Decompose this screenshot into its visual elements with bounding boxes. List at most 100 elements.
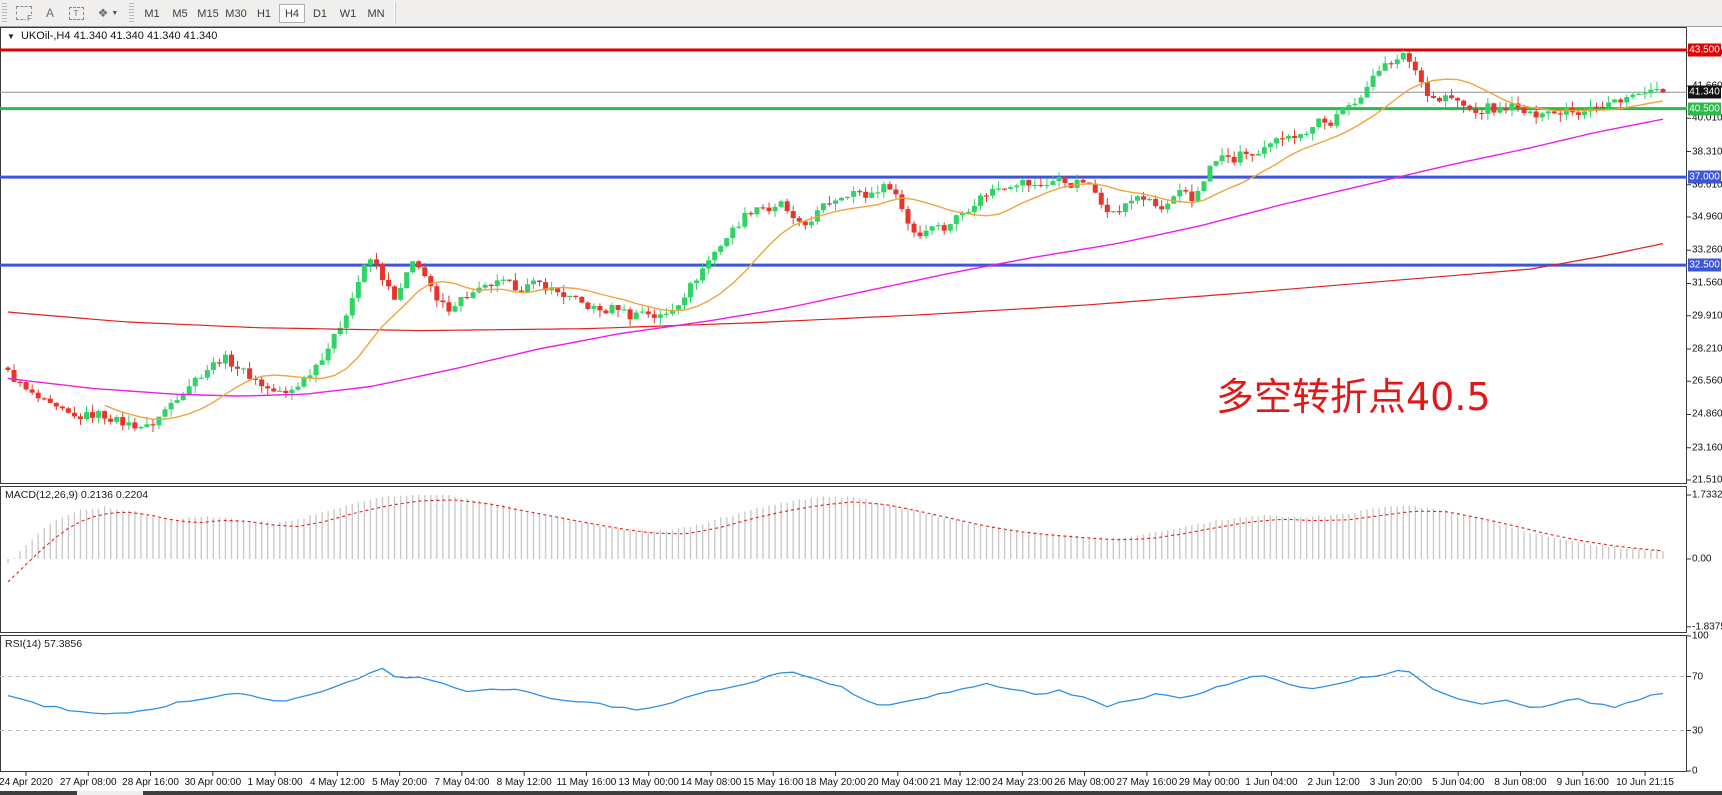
timeframe-button-h4[interactable]: H4 bbox=[279, 3, 305, 23]
price-tick-label: 38.310 bbox=[1692, 146, 1722, 157]
candle-body bbox=[1286, 135, 1292, 139]
price-tick-label: 29.910 bbox=[1692, 310, 1722, 322]
candle-body bbox=[790, 211, 796, 219]
candle-body bbox=[228, 354, 234, 367]
candle-body bbox=[875, 192, 881, 194]
price-tick-label: 34.960 bbox=[1692, 211, 1722, 223]
candle-body bbox=[1430, 95, 1436, 98]
candle-body bbox=[53, 402, 59, 407]
candle-body bbox=[126, 422, 132, 426]
candle-body bbox=[1551, 111, 1557, 114]
candle-body bbox=[754, 207, 760, 215]
macd-tick-label: 0.00 bbox=[1692, 553, 1712, 565]
candle-body bbox=[1400, 53, 1406, 60]
candle-body bbox=[1104, 204, 1110, 213]
candle-body bbox=[488, 284, 494, 287]
candle-body bbox=[947, 224, 953, 231]
candle-body bbox=[337, 327, 343, 335]
rsi-tick-label: 30 bbox=[1692, 725, 1704, 736]
candle-body bbox=[1147, 198, 1153, 201]
text-label-tool-icon[interactable]: T bbox=[63, 3, 89, 24]
price-tick-label: 21.510 bbox=[1692, 474, 1722, 486]
timeframe-button-d1[interactable]: D1 bbox=[312, 7, 328, 20]
macd-tick-label: -1.8375 bbox=[1692, 621, 1722, 633]
chevron-down-icon[interactable]: ▼ bbox=[111, 9, 119, 17]
toolbar-separator bbox=[394, 2, 396, 24]
chevron-down-icon[interactable]: ▼ bbox=[7, 32, 15, 41]
candle-body bbox=[247, 368, 253, 379]
time-axis-label: 8 Jun 08:00 bbox=[1494, 777, 1547, 788]
toolbar-drag-handle[interactable] bbox=[2, 3, 7, 23]
time-axis-label: 4 May 12:00 bbox=[309, 777, 365, 788]
timeframe-button-m15[interactable]: M15 bbox=[197, 7, 219, 20]
candle-body bbox=[784, 201, 790, 212]
candle-body bbox=[1660, 89, 1666, 93]
timeframe-button-w1[interactable]: W1 bbox=[339, 7, 357, 20]
arrows-tool-icon[interactable]: ❖ ▼ bbox=[89, 3, 127, 24]
candle-body bbox=[518, 290, 524, 293]
candle-body bbox=[820, 203, 826, 211]
candle-body bbox=[319, 360, 325, 365]
fibonacci-glyph: F bbox=[16, 6, 33, 23]
candle-body bbox=[1135, 196, 1141, 201]
candle-body bbox=[1261, 147, 1267, 154]
time-axis-label: 24 Apr 2020 bbox=[0, 777, 53, 788]
ohlc-values: 41.340 41.340 41.340 41.340 bbox=[73, 30, 218, 42]
candle-body bbox=[603, 310, 609, 314]
candle-body bbox=[881, 184, 887, 193]
candle-body bbox=[1273, 138, 1279, 144]
candle-body bbox=[241, 368, 247, 370]
time-axis-label: 10 Jun 21:15 bbox=[1616, 777, 1674, 788]
timeframe-button-m1[interactable]: M1 bbox=[144, 7, 160, 20]
bottom-scrollbar[interactable] bbox=[0, 791, 1722, 795]
candle-body bbox=[923, 230, 929, 237]
candle-body bbox=[1418, 70, 1424, 83]
candle-body bbox=[1032, 184, 1038, 187]
candle-body bbox=[23, 382, 29, 390]
time-axis-label: 7 May 04:00 bbox=[434, 777, 490, 788]
candle-body bbox=[307, 375, 313, 379]
time-axis-label: 29 May 00:00 bbox=[1178, 777, 1240, 788]
timeframe-button-mn[interactable]: MN bbox=[367, 7, 385, 20]
candle-body bbox=[778, 201, 784, 207]
rsi-name: RSI(14) bbox=[5, 638, 42, 650]
price-tick-label: 36.610 bbox=[1692, 179, 1722, 191]
price-badge-40.500: 40.500 bbox=[1688, 102, 1721, 116]
candle-body bbox=[893, 189, 899, 195]
candle-body bbox=[235, 366, 241, 369]
candle-body bbox=[386, 280, 392, 287]
candle-body bbox=[1322, 118, 1328, 123]
rsi-label: RSI(14) 57.3856 bbox=[5, 638, 82, 650]
candle-body bbox=[1642, 93, 1648, 95]
candle-body bbox=[162, 409, 168, 417]
candle-body bbox=[71, 412, 77, 417]
candle-body bbox=[639, 311, 645, 313]
candle-body bbox=[174, 400, 180, 403]
macd-label: MACD(12,26,9) 0.2136 0.2204 bbox=[5, 489, 148, 501]
candle-body bbox=[295, 386, 301, 390]
candle-body bbox=[108, 418, 114, 422]
candle-body bbox=[633, 312, 639, 320]
candle-body bbox=[1594, 106, 1600, 108]
price-tick-label: 40.010 bbox=[1692, 112, 1722, 124]
candle-body bbox=[1298, 134, 1304, 139]
rsi-line bbox=[7, 667, 1664, 715]
candle-body bbox=[1497, 108, 1503, 113]
candle-body bbox=[349, 298, 355, 316]
candle-body bbox=[615, 305, 621, 310]
text-tool-icon[interactable]: A bbox=[37, 3, 63, 24]
candle-body bbox=[712, 251, 718, 261]
candle-body bbox=[1618, 99, 1624, 103]
candle-body bbox=[736, 226, 742, 228]
timeframe-button-h1[interactable]: H1 bbox=[256, 7, 272, 20]
candle-body bbox=[379, 263, 385, 281]
fibonacci-tool-icon[interactable]: F bbox=[11, 3, 37, 24]
timeframe-button-m30[interactable]: M30 bbox=[225, 7, 247, 20]
candle-body bbox=[1080, 179, 1086, 183]
timeframe-button-m5[interactable]: M5 bbox=[172, 7, 188, 20]
candle-body bbox=[814, 210, 820, 222]
candle-body bbox=[331, 334, 337, 349]
candle-body bbox=[440, 300, 446, 303]
candle-body bbox=[524, 284, 530, 293]
